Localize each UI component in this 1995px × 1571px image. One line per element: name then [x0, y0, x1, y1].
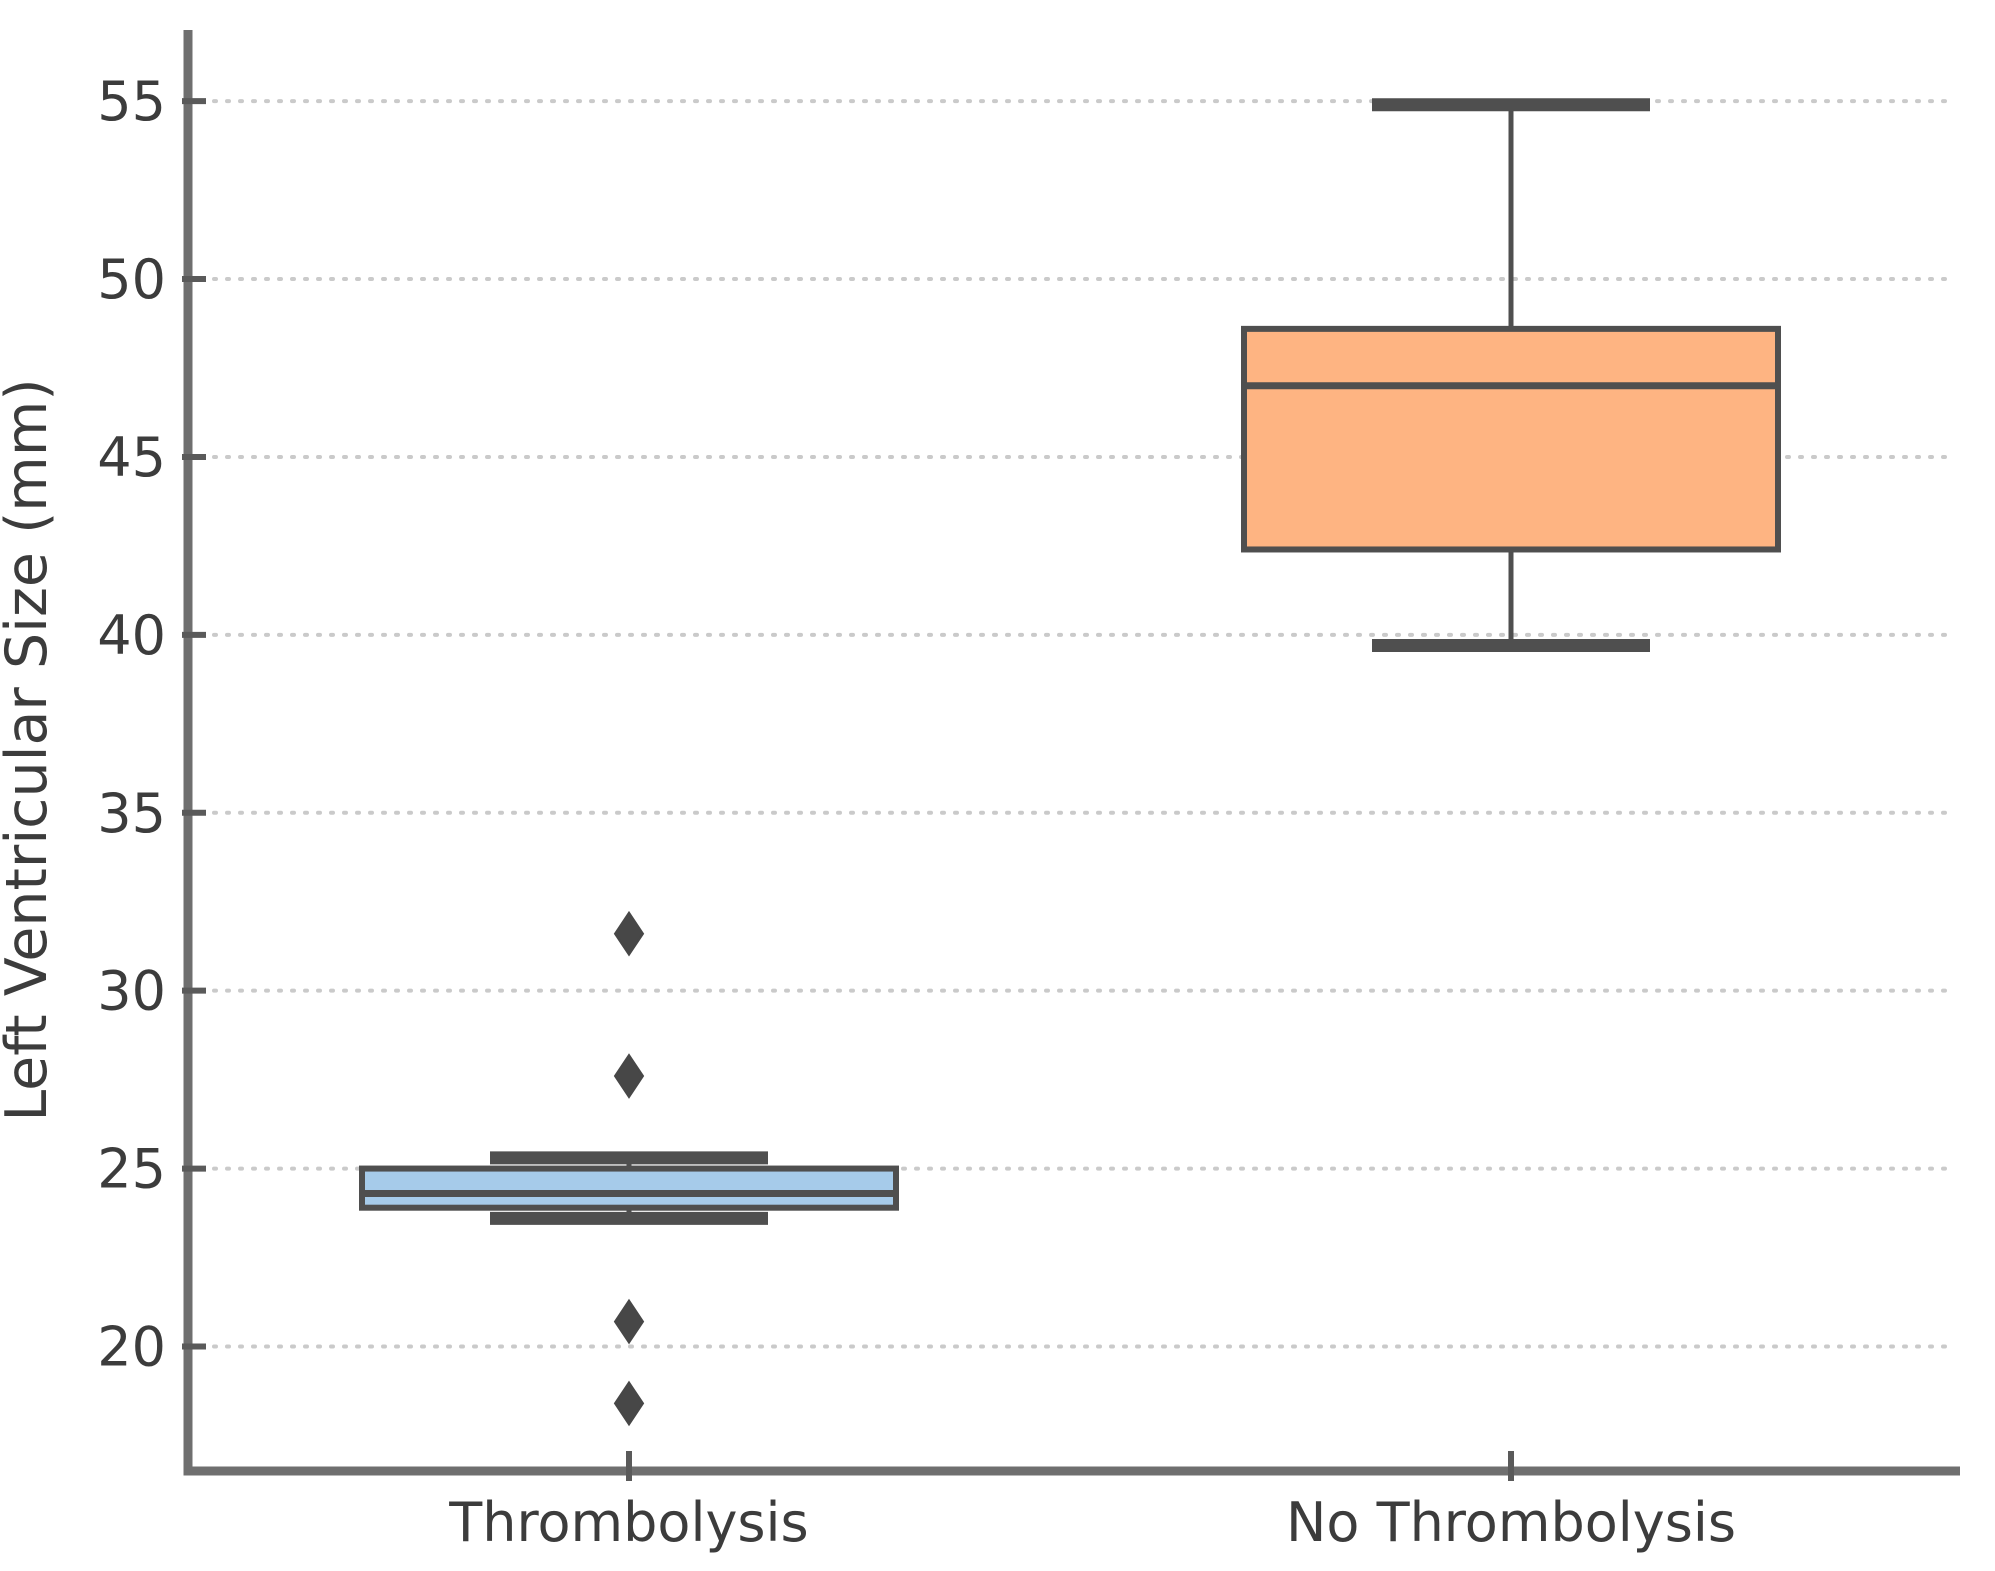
iqr-box: [359, 1165, 899, 1211]
y-tick-label: 55: [97, 70, 166, 133]
y-tick-label: 50: [97, 248, 166, 311]
outlier-diamond: [613, 1298, 645, 1345]
y-axis-label: Left Ventricular Size (mm): [0, 378, 60, 1121]
axis-labels: Left Ventricular Size (mm): [0, 378, 60, 1121]
outlier-diamond: [613, 910, 645, 957]
y-tick-label: 30: [97, 960, 166, 1023]
y-tick-label: 45: [97, 426, 166, 489]
outlier-diamond: [613, 1053, 645, 1099]
axes: 20 25 30 35 40 45 50 55 Thrombolysis No Thromboly…: [97, 30, 1960, 1554]
x-tick-label: Thrombolysis: [448, 1491, 808, 1554]
gridlines: [186, 99, 1958, 1349]
box-group-no-thrombolysis: [1241, 98, 1781, 653]
box-group-thrombolysis: [359, 910, 899, 1427]
y-tick-label: 40: [97, 604, 166, 667]
y-tick-label: 20: [97, 1315, 166, 1378]
outlier-diamond: [613, 1380, 645, 1427]
iqr-box: [1241, 325, 1781, 553]
x-tick-label: No Thrombolysis: [1286, 1491, 1736, 1554]
y-tick-label: 25: [97, 1138, 166, 1201]
y-tick-label: 35: [97, 782, 166, 845]
box-series: [359, 98, 1781, 1427]
